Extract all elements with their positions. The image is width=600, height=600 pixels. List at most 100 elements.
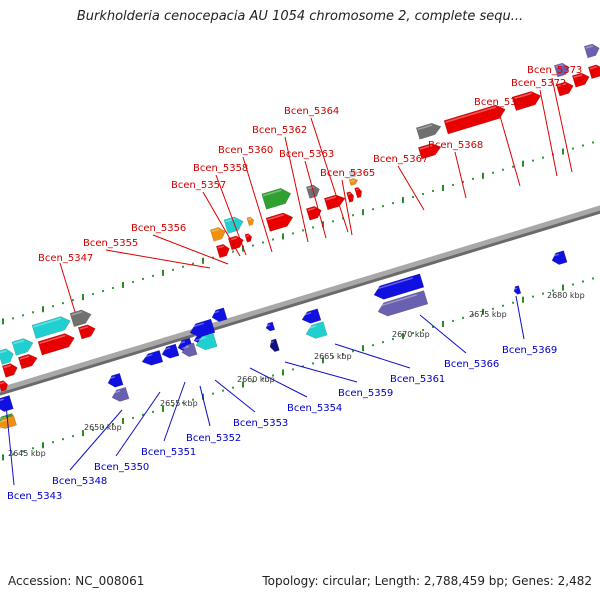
guide-dot xyxy=(362,209,364,216)
guide-dots xyxy=(2,141,594,461)
guide-dot xyxy=(252,244,254,247)
gene-label-bcen-5372[interactable]: Bcen_5372 xyxy=(511,78,566,89)
gene-arrow[interactable] xyxy=(415,121,442,140)
gene-label-bcen-5355[interactable]: Bcen_5355 xyxy=(83,238,138,249)
gene-label-bcen-5366[interactable]: Bcen_5366 xyxy=(444,359,499,370)
gene-arrow[interactable] xyxy=(376,290,429,319)
gene-arrow[interactable] xyxy=(209,226,227,242)
gene-arrow[interactable] xyxy=(180,342,198,359)
guide-dot xyxy=(422,193,424,196)
gene-arrow[interactable] xyxy=(194,332,218,352)
gene-arrow-highlight xyxy=(79,325,89,330)
guide-dot xyxy=(12,317,14,320)
gene-arrow[interactable] xyxy=(265,321,276,332)
gene-arrow[interactable] xyxy=(372,273,425,302)
gene-label-bcen-5356[interactable]: Bcen_5356 xyxy=(131,223,186,234)
gene-arrow[interactable] xyxy=(555,80,575,97)
gene-label-bcen-5357[interactable]: Bcen_5357 xyxy=(171,180,226,191)
gene-arrow-highlight xyxy=(350,171,355,175)
gene-arrow[interactable] xyxy=(513,285,522,295)
gene-arrow-highlight xyxy=(39,334,66,345)
gene-arrow[interactable] xyxy=(417,141,443,160)
label-leader-line xyxy=(310,117,349,233)
gene-label-bcen-5352[interactable]: Bcen_5352 xyxy=(186,433,241,444)
guide-dot xyxy=(302,229,304,232)
gene-arrow[interactable] xyxy=(511,89,543,111)
gene-label-bcen-5353[interactable]: Bcen_5353 xyxy=(233,418,288,429)
gene-arrow[interactable] xyxy=(37,331,77,356)
gene-label-bcen-5367[interactable]: Bcen_5367 xyxy=(373,154,428,165)
gene-arrow[interactable] xyxy=(305,184,321,199)
scale-label-2655: 2655 kbp xyxy=(160,399,198,408)
gene-label-bcen-5347[interactable]: Bcen_5347 xyxy=(38,253,93,264)
gene-arrow[interactable] xyxy=(246,216,255,226)
guide-dot xyxy=(182,265,184,268)
gene-arrow[interactable] xyxy=(268,338,280,353)
label-leader-line xyxy=(334,343,411,369)
gene-arrow[interactable] xyxy=(261,186,293,210)
gene-label-bcen-5354[interactable]: Bcen_5354 xyxy=(287,403,342,414)
gene-label-bcen-5373[interactable]: Bcen_5373 xyxy=(527,65,582,76)
guide-dot xyxy=(402,197,404,204)
gene-arrow[interactable] xyxy=(69,308,93,328)
gene-arrow[interactable] xyxy=(550,250,568,267)
gene-arrow[interactable] xyxy=(160,343,180,360)
gene-arrow[interactable] xyxy=(304,321,328,341)
gene-arrow[interactable] xyxy=(571,71,591,88)
gene-label-bcen-5351[interactable]: Bcen_5351 xyxy=(141,447,196,458)
gene-label-bcen-5368[interactable]: Bcen_5368 xyxy=(428,140,483,151)
gene-arrow[interactable] xyxy=(583,42,600,59)
gene-arrow[interactable] xyxy=(31,314,72,339)
gene-arrow[interactable] xyxy=(348,177,359,186)
gene-arrow[interactable] xyxy=(348,169,359,178)
gene-label-bcen-5365[interactable]: Bcen_5365 xyxy=(320,168,375,179)
gene-label-bcen-5363[interactable]: Bcen_5363 xyxy=(279,149,334,160)
gene-label-bcen-5358[interactable]: Bcen_5358 xyxy=(193,163,248,174)
gene-label-bcen-5348[interactable]: Bcen_5348 xyxy=(52,476,107,487)
gene-arrow[interactable] xyxy=(106,372,124,389)
gene-arrow[interactable] xyxy=(553,61,571,78)
gene-arrow[interactable] xyxy=(346,191,356,203)
guide-dot xyxy=(32,311,34,314)
guide-dot xyxy=(292,232,294,235)
gene-label-bcen-5369[interactable]: Bcen_5369 xyxy=(502,345,557,356)
gene-arrow[interactable] xyxy=(17,352,39,370)
gene-arrow[interactable] xyxy=(443,103,507,135)
guide-dot xyxy=(52,305,54,308)
guide-dot xyxy=(152,274,154,277)
guide-dot xyxy=(62,302,64,305)
gene-arrow[interactable] xyxy=(354,186,364,199)
gene-arrow[interactable] xyxy=(0,395,14,413)
guide-dot xyxy=(402,333,404,340)
gene-label-bcen-5370[interactable]: Bcen_5370 xyxy=(474,97,529,108)
label-leader-line xyxy=(515,295,525,340)
gene-arrow[interactable] xyxy=(265,211,295,232)
gene-label-bcen-5343[interactable]: Bcen_5343 xyxy=(7,491,62,502)
gene-arrow[interactable] xyxy=(300,308,322,326)
gene-label-bcen-5364[interactable]: Bcen_5364 xyxy=(284,106,339,117)
gene-arrow[interactable] xyxy=(77,323,97,340)
gene-arrow[interactable] xyxy=(0,415,17,431)
gene-arrow[interactable] xyxy=(1,362,19,378)
gene-arrow[interactable] xyxy=(210,307,228,324)
gene-arrow[interactable] xyxy=(140,350,164,367)
gene-arrow[interactable] xyxy=(110,386,130,403)
gene-label-bcen-5360[interactable]: Bcen_5360 xyxy=(218,145,273,156)
guide-dot xyxy=(162,269,164,276)
guide-dot xyxy=(582,144,584,147)
gene-label-bcen-5362[interactable]: Bcen_5362 xyxy=(252,125,307,136)
label-leader-line xyxy=(284,361,358,383)
gene-arrow[interactable] xyxy=(215,243,231,259)
gene-label-bcen-5361[interactable]: Bcen_5361 xyxy=(390,374,445,385)
gene-arrow[interactable] xyxy=(323,193,347,211)
gene-arrow[interactable] xyxy=(0,380,9,392)
gene-arrow[interactable] xyxy=(587,63,600,79)
guide-dot xyxy=(272,238,274,241)
gene-arrow[interactable] xyxy=(0,347,15,365)
gene-arrow-highlight xyxy=(573,74,583,79)
gene-arrow[interactable] xyxy=(223,215,245,234)
gene-arrow[interactable] xyxy=(11,336,35,356)
gene-label-bcen-5359[interactable]: Bcen_5359 xyxy=(338,388,393,399)
gene-arrow[interactable] xyxy=(244,233,253,243)
gene-label-bcen-5350[interactable]: Bcen_5350 xyxy=(94,462,149,473)
